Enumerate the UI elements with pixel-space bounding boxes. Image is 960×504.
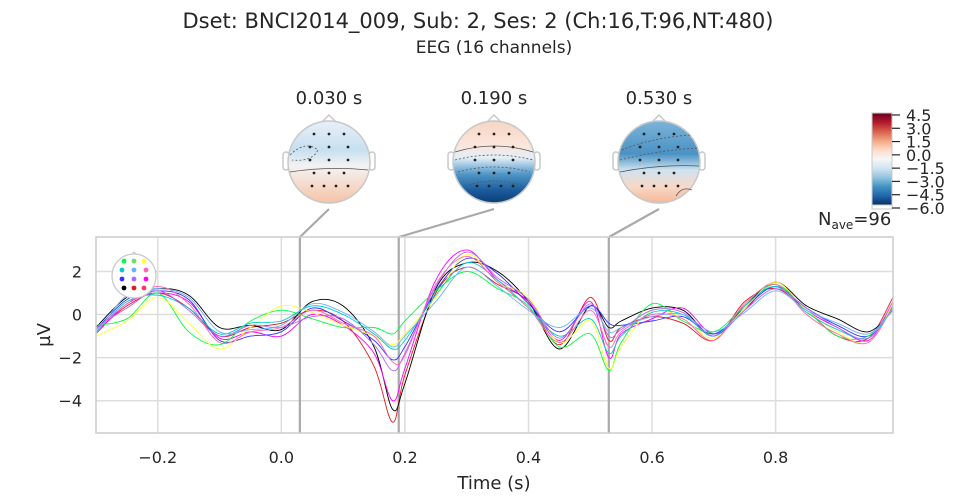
topomap-1-connector (299, 208, 330, 238)
sensor-inset (111, 251, 157, 299)
x-tick-label: 0.8 (763, 448, 788, 467)
colorbar-tick-label: −6.0 (906, 199, 945, 218)
x-tick-label: 0.6 (639, 448, 664, 467)
topomap-2: 0.190 s (447, 88, 541, 204)
figure-subtitle: EEG (16 channels) (416, 38, 573, 58)
series-line-10 (96, 266, 893, 348)
y-tick-label: 2 (72, 262, 82, 281)
figure-title: Dset: BNCI2014_009, Sub: 2, Ses: 2 (Ch:1… (183, 9, 774, 34)
y-tick-label: −2 (58, 349, 82, 368)
topomap-1-time: 0.030 s (296, 88, 363, 109)
colorbar-tick-label: 1.5 (906, 133, 931, 152)
plot-frame (95, 236, 894, 434)
nave-value: =96 (853, 209, 891, 230)
y-tick-label: 0 (72, 306, 82, 325)
topomap-3-time: 0.530 s (626, 88, 693, 109)
x-tick-label: −0.2 (138, 448, 177, 467)
nave-subscript: ave (831, 218, 853, 232)
series-line-8 (96, 251, 893, 372)
series-line-1 (96, 266, 893, 423)
topomap-3-head (617, 120, 701, 204)
topomap-1-head (287, 120, 371, 204)
topomap-2-connector (398, 207, 495, 239)
topomap-3: 0.530 s (612, 88, 706, 204)
colorbar-tick-label: −4.5 (906, 186, 945, 205)
colorbar-tick-label: 0.0 (906, 146, 931, 165)
topomap-2-time: 0.190 s (461, 88, 528, 109)
colorbar-tick-label: 3.0 (906, 119, 931, 138)
series-line-7 (96, 262, 893, 355)
colorbar: 4.53.01.50.0−1.5−3.0−4.5−6.0 (871, 106, 945, 218)
topomap-3-connector (608, 208, 660, 238)
nave-label: Nave=96 (818, 209, 891, 232)
butterfly-plot: −0.2 0.0 0.2 0.4 0.6 0.8 2 0 −2 −4 (58, 236, 894, 467)
x-tick-label: 0.0 (269, 448, 294, 467)
y-tick-label: −4 (58, 392, 82, 411)
colorbar-tick-label: 4.5 (906, 106, 931, 125)
x-axis-label: Time (s) (456, 473, 530, 494)
series-line-9 (96, 255, 893, 366)
nave-base: N (818, 209, 831, 230)
topomap-1: 0.030 s (282, 88, 376, 204)
x-tick-label: 0.2 (392, 448, 417, 467)
x-tick-label: 0.4 (516, 448, 541, 467)
colorbar-tick-label: −1.5 (906, 159, 945, 178)
colorbar-tick-label: −3.0 (906, 172, 945, 191)
topomap-2-head (452, 120, 536, 204)
series-line-4 (96, 257, 893, 361)
y-axis-label: µV (34, 322, 55, 346)
